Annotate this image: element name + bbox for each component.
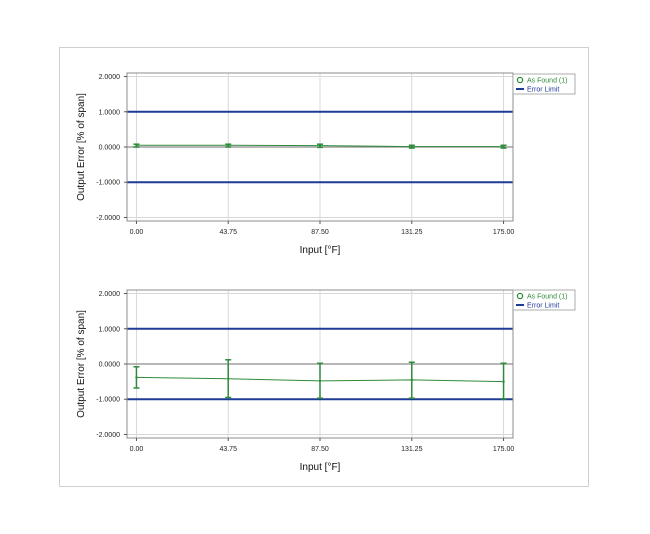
legend-label-as-found: As Found (1) (527, 294, 567, 301)
legend: As Found (1) Error Limit (512, 73, 576, 95)
chart-panel-1: 2.0000 1.0000 0.0000 -1.0000 -2.0000 0.00 43.7… (76, 72, 576, 256)
y-axis-label: Output Error [% of span] (76, 310, 87, 418)
y-tick-label: 2.0000 (99, 291, 121, 298)
y-tick-label: 0.0000 (99, 362, 121, 369)
legend-circle-icon (516, 76, 524, 84)
x-tick-label: 175.00 (493, 446, 515, 453)
data-point (227, 144, 230, 147)
x-tick-label: 43.75 (219, 446, 237, 453)
data-point (135, 376, 138, 379)
chart-panel-2: 2.0000 1.0000 0.0000 -1.0000 -2.0000 0.00 43.7… (76, 289, 576, 473)
data-point (318, 144, 322, 147)
y-tick-label: -1.0000 (96, 180, 120, 187)
error-bar (133, 366, 140, 389)
x-tick-label: 87.50 (311, 229, 329, 236)
legend-label-error-limit: Error Limit (527, 303, 559, 310)
y-tick-label: 0.0000 (99, 145, 121, 152)
legend-label-error-limit: Error Limit (527, 87, 559, 94)
error-bar (133, 143, 140, 148)
error-bar (408, 361, 415, 399)
legend-box (512, 73, 576, 95)
y-axis-label: Output Error [% of span] (76, 93, 87, 201)
error-bar (408, 144, 415, 149)
x-tick-label: 0.00 (130, 446, 144, 453)
data-point (227, 377, 230, 380)
x-axis-label: Input [°F] (300, 462, 341, 473)
x-tick-label: 131.25 (401, 229, 423, 236)
legend-box (512, 289, 576, 311)
data-point (410, 145, 413, 148)
y-tick-label: 1.0000 (99, 326, 121, 333)
data-point (135, 144, 138, 147)
x-tick-label: 131.25 (401, 446, 423, 453)
error-bar (500, 144, 507, 149)
error-bar (317, 143, 323, 149)
legend: As Found (1) Error Limit (512, 289, 576, 311)
y-tick-label: -2.0000 (96, 432, 120, 439)
data-point (502, 145, 505, 148)
error-bar (225, 143, 232, 148)
x-tick-label: 43.75 (219, 229, 237, 236)
error-bar (317, 362, 323, 399)
data-point (410, 378, 413, 382)
legend-circle-icon (516, 292, 524, 300)
x-tick-label: 0.00 (130, 229, 144, 236)
x-tick-label: 87.50 (311, 446, 329, 453)
y-tick-label: 2.0000 (99, 74, 121, 81)
x-axis-label: Input [°F] (300, 245, 341, 256)
y-tick-label: 1.0000 (99, 109, 121, 116)
legend-label-as-found: As Found (1) (527, 78, 567, 85)
data-point (318, 379, 322, 383)
y-tick-label: -1.0000 (96, 397, 120, 404)
error-bar (500, 362, 507, 400)
x-tick-label: 175.00 (493, 229, 515, 236)
error-bar (225, 359, 232, 399)
data-point (502, 380, 505, 383)
y-tick-label: -2.0000 (96, 215, 120, 222)
